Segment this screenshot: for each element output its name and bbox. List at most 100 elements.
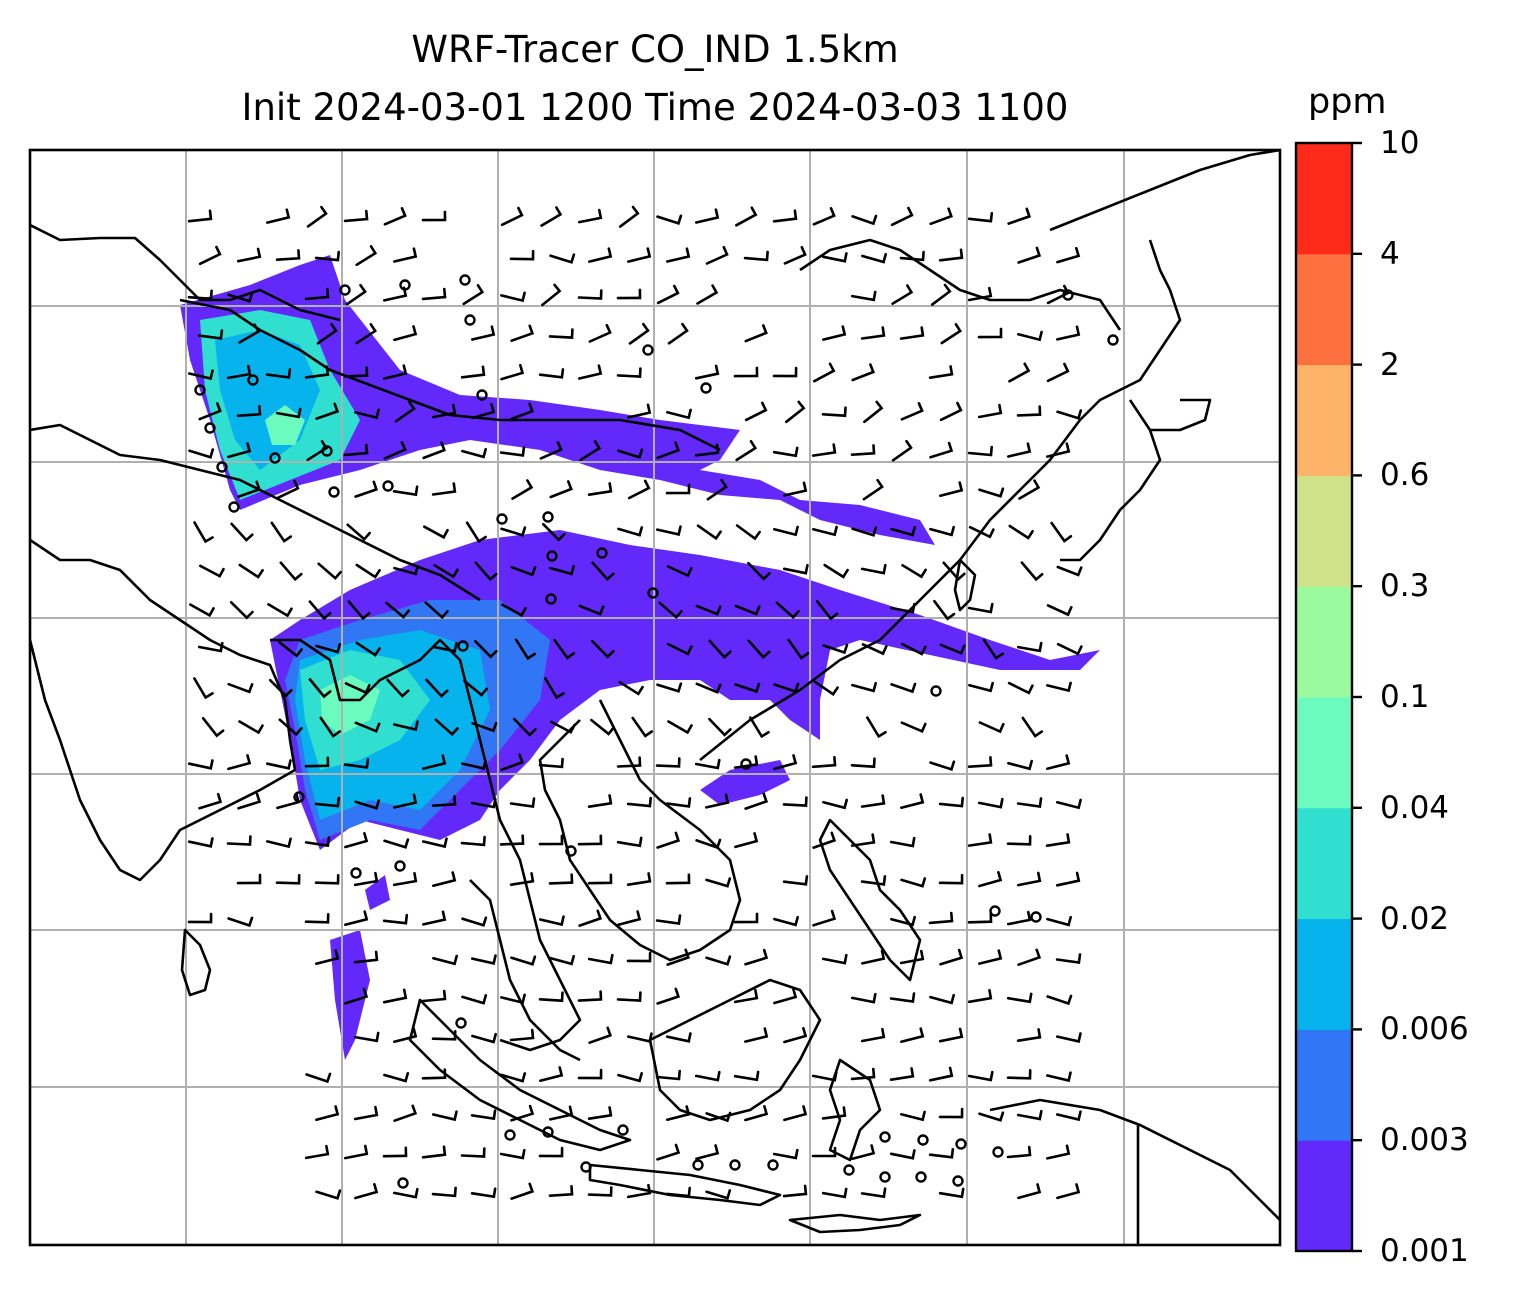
wind-barb (1056, 565, 1083, 577)
wind-barb (773, 754, 798, 771)
wind-barb (579, 440, 602, 462)
wind-barb (782, 875, 809, 886)
wind-barb (431, 642, 458, 653)
wind-barb (539, 441, 563, 460)
wind-barb (744, 1027, 769, 1043)
wind-barb (812, 207, 836, 226)
wind-barb (382, 913, 409, 925)
wind-barb (499, 834, 525, 846)
wind-barb (978, 721, 1005, 734)
wind-barb (344, 987, 369, 1005)
wind-barb (343, 209, 369, 223)
wind-barb (201, 717, 225, 738)
wind-barb (851, 681, 877, 693)
plume-sumatra-wisp (365, 875, 390, 910)
wind-barb (655, 757, 681, 768)
calm-marker (293, 791, 305, 803)
wind-barb (733, 1070, 760, 1082)
wind-barb (900, 877, 927, 888)
wind-barb (1006, 1145, 1032, 1159)
wind-barb (665, 1032, 692, 1043)
wind-barb (266, 208, 291, 224)
coast-timor (788, 1213, 922, 1234)
colorbar-segment (1296, 1140, 1352, 1252)
wind-barb (977, 327, 1003, 339)
wind-barb (355, 641, 381, 657)
colorbar-tick-label: 2 (1380, 346, 1400, 383)
wind-barb (938, 1107, 964, 1119)
coast-borneo (648, 978, 822, 1122)
wind-barb (500, 993, 526, 1005)
wind-barb (890, 682, 917, 694)
wind-barb (928, 1066, 954, 1082)
wind-barb (237, 792, 262, 810)
calm-marker (700, 382, 712, 394)
wind-barb (977, 797, 1004, 809)
wind-barb (304, 913, 330, 924)
wind-barb (733, 366, 759, 378)
wind-barb (665, 1186, 691, 1198)
calm-marker (565, 845, 577, 857)
wind-barb (655, 1069, 681, 1081)
wind-barb (889, 1067, 915, 1081)
calm-marker (455, 1017, 467, 1029)
calm-marker (397, 1177, 409, 1189)
wind-barb (314, 250, 340, 262)
wind-barb (422, 910, 447, 926)
wind-barb (509, 872, 535, 886)
wind-barb (1008, 524, 1034, 540)
calm-marker (1062, 289, 1074, 301)
wind-barb (238, 720, 264, 735)
calm-marker (542, 511, 554, 523)
coast-india (30, 538, 297, 882)
calm-marker (879, 1171, 891, 1183)
wind-barb (347, 600, 371, 621)
calm-marker (642, 344, 654, 356)
coast-malay (469, 879, 581, 1062)
wind-barb (705, 955, 732, 966)
wind-barb (193, 521, 214, 544)
wind-barb (891, 439, 913, 462)
wind-barb (422, 441, 446, 460)
wind-barb (860, 794, 886, 808)
wind-barb (929, 441, 954, 459)
wind-barb (666, 642, 693, 656)
wind-barb (812, 909, 837, 927)
calm-marker (647, 587, 659, 599)
wind-barb (470, 1187, 497, 1199)
wind-barb (189, 603, 215, 618)
calm-marker (350, 867, 362, 879)
wind-barb (1055, 953, 1082, 964)
wind-barb (354, 721, 381, 733)
colorbar-tick-label: 0.04 (1380, 789, 1450, 826)
wind-barb (1007, 681, 1034, 695)
wind-barb (860, 1187, 887, 1199)
wind-barb (938, 1027, 964, 1043)
colorbar-segment (1296, 807, 1352, 920)
wind-barb (695, 604, 722, 616)
wind-barb (708, 639, 732, 660)
calm-marker (339, 284, 351, 296)
calm-marker (915, 1171, 927, 1183)
wind-barb (431, 403, 457, 419)
wind-barb (314, 874, 340, 885)
wind-barb (616, 836, 643, 848)
wind-barb (705, 245, 729, 265)
wind-barb (461, 759, 487, 770)
wind-barb (821, 252, 848, 263)
wind-barb (463, 679, 488, 697)
wind-barb (666, 1105, 691, 1121)
wind-barb (978, 487, 1005, 498)
wind-barb (431, 795, 457, 807)
wind-barb (773, 525, 799, 537)
wind-barb (548, 873, 574, 885)
wind-barb (889, 992, 916, 1003)
calm-marker (228, 501, 240, 513)
calm-marker (596, 547, 608, 559)
wind-barb (850, 444, 876, 456)
wind-barb (889, 836, 916, 848)
wind-barb (705, 793, 730, 809)
colorbar-segment (1296, 143, 1352, 255)
wind-barb (901, 564, 927, 579)
wind-barb (591, 639, 615, 659)
